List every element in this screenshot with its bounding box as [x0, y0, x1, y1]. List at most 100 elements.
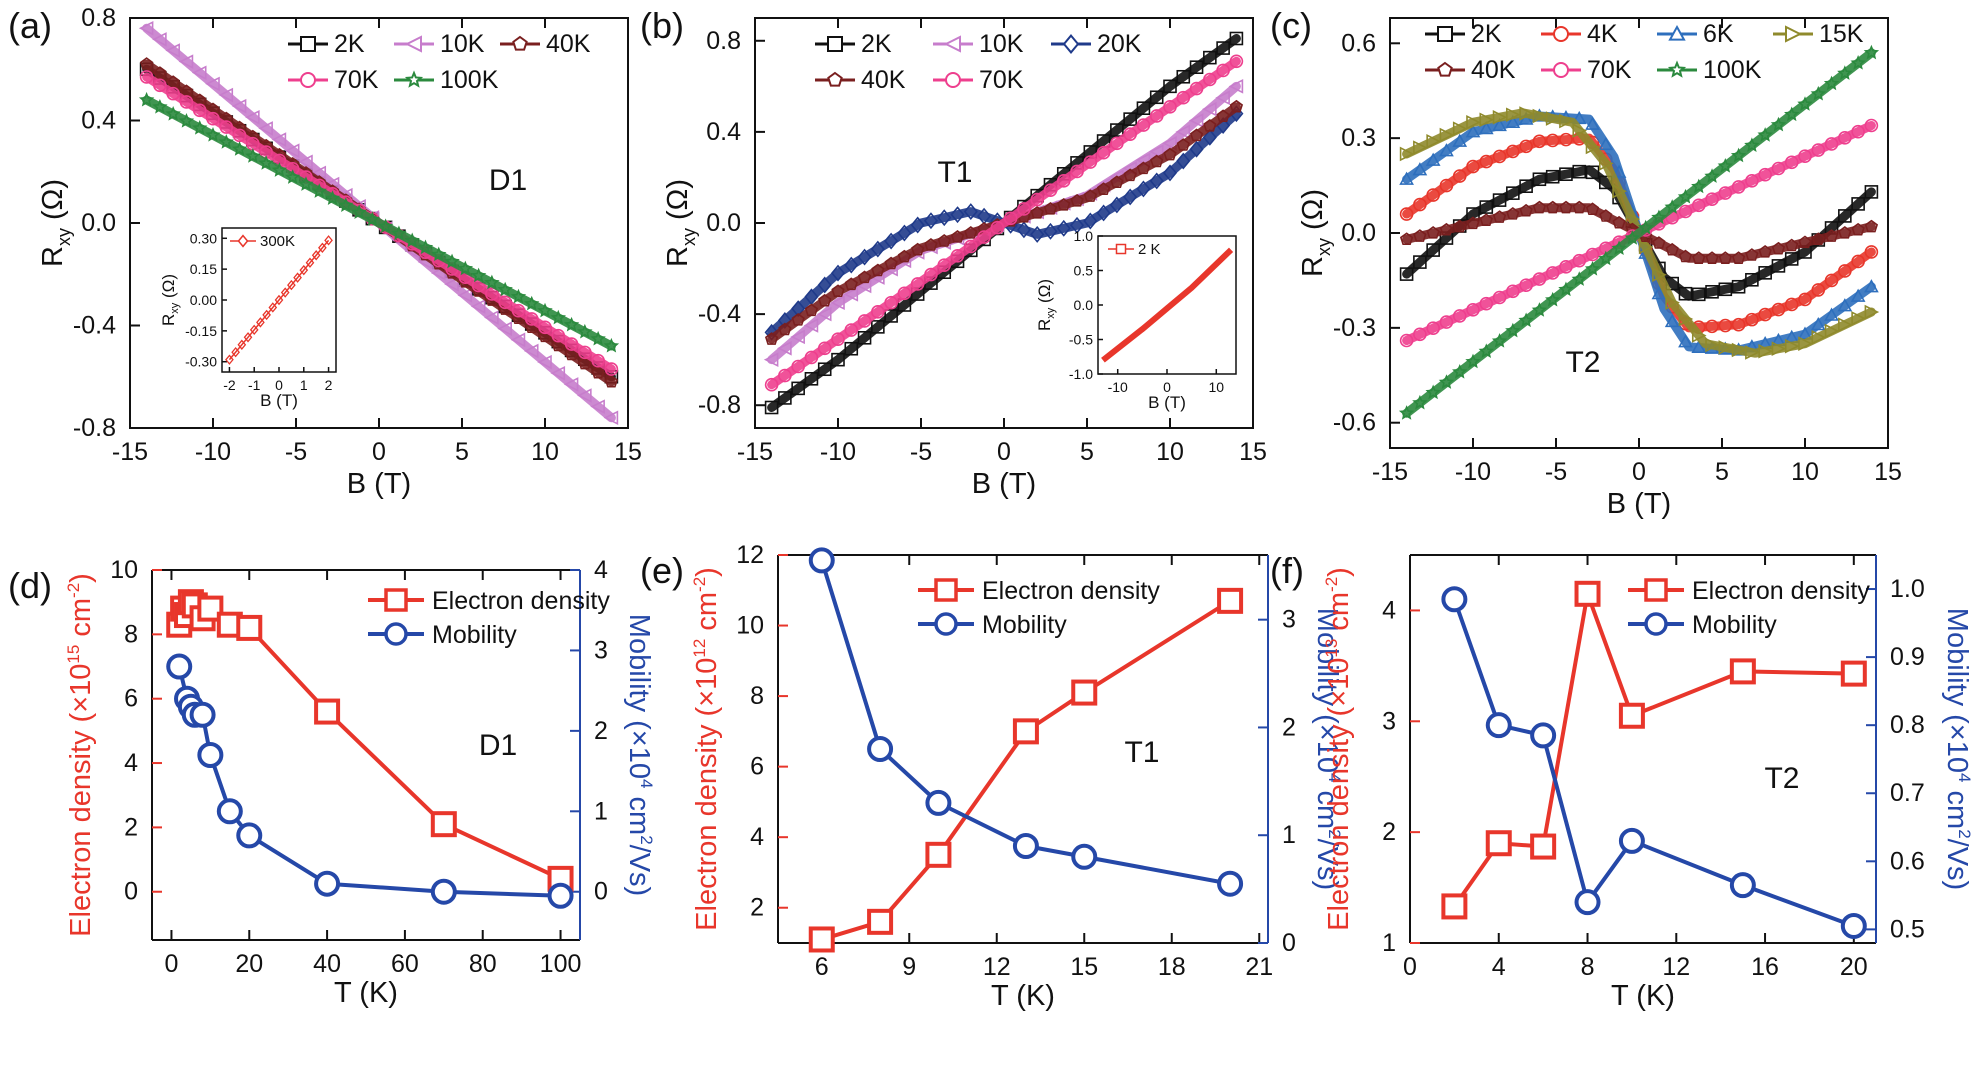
panel-annotation: D1 [479, 729, 517, 762]
data-point [271, 162, 288, 177]
data-point [778, 322, 792, 336]
y-tick-label: 12 [736, 541, 764, 569]
data-point [937, 234, 951, 247]
data-point [591, 353, 605, 368]
inset-y-tick-label: 0.30 [190, 230, 217, 246]
data-point [1478, 343, 1494, 358]
inset-y-tick-label: 0.00 [190, 292, 217, 308]
data-point [578, 345, 592, 360]
data-point [1784, 106, 1800, 122]
data-point [831, 352, 845, 367]
inset-y-tick-label: 0.0 [1074, 297, 1094, 313]
data-point [1731, 180, 1746, 194]
data-point [1485, 830, 1512, 857]
data-point [524, 295, 540, 311]
legend-label: 10K [979, 30, 1024, 58]
y-title-sup: 4 [1325, 773, 1344, 782]
y-tick-label: -0.4 [73, 312, 116, 340]
data-point [1479, 296, 1494, 311]
data-point [924, 238, 938, 251]
data-point [1466, 159, 1480, 174]
data-point [1864, 304, 1880, 320]
y-title-sup: -2 [690, 577, 709, 592]
data-point [790, 329, 805, 345]
data-point [911, 242, 925, 256]
series-line [821, 599, 1232, 942]
data-point [1189, 140, 1204, 158]
inset-data-point [243, 332, 253, 343]
data-point [205, 76, 220, 92]
inset-data-point [249, 324, 259, 336]
series-mobility [808, 547, 1244, 897]
data-point [857, 330, 872, 345]
data-point [1229, 99, 1244, 113]
y-axis-title-left: Electron density (×1015 cm-2) [64, 573, 97, 937]
data-point [551, 328, 566, 343]
data-point [1216, 63, 1230, 78]
data-point [1479, 213, 1493, 227]
legend-item: 100K [394, 66, 499, 94]
x-tick-label: 40 [313, 950, 341, 978]
x-tick-label: 12 [1662, 953, 1690, 981]
data-point [430, 811, 457, 838]
inset-data-point [237, 339, 247, 350]
data-point [777, 340, 792, 356]
data-point [1729, 658, 1756, 685]
panel-a: -15 -10 -5 0 5 10 15-0.8-0.40.00.40.8B (T)Rxy … [8, 4, 642, 500]
data-point [764, 332, 779, 345]
x-tick-label: 18 [1158, 953, 1186, 981]
data-point [808, 547, 835, 574]
data-point [497, 281, 513, 297]
data-point [431, 246, 447, 262]
data-point [1618, 702, 1645, 729]
data-point [1176, 69, 1191, 84]
y-title-part: /Vs) [1311, 839, 1343, 891]
y-title-sup: 2 [1955, 829, 1974, 838]
data-point [364, 211, 381, 227]
data-point [1652, 267, 1667, 283]
legend-label: 40K [1471, 56, 1516, 84]
data-point [1506, 186, 1520, 200]
data-point [1571, 110, 1587, 125]
legend-label: Electron density [982, 577, 1160, 605]
data-point [1136, 161, 1151, 175]
y-title-part: cm [691, 592, 723, 639]
legend-label: Mobility [432, 621, 517, 649]
data-point [1229, 31, 1244, 46]
legend-label: 4K [1587, 20, 1618, 48]
data-point [1572, 123, 1588, 138]
data-point [1070, 164, 1084, 179]
data-point [1485, 712, 1512, 739]
data-point [511, 303, 526, 318]
y-tick-label-right: 4 [594, 556, 608, 584]
y-axis-title-main: R [37, 246, 69, 267]
data-point [791, 313, 805, 326]
data-point [884, 256, 898, 270]
x-tick-label: 100 [540, 950, 582, 978]
data-point [1162, 164, 1178, 182]
data-point [937, 258, 952, 272]
data-point [298, 154, 313, 170]
data-point [1519, 278, 1533, 293]
data-point [1840, 660, 1867, 687]
data-point [1425, 384, 1441, 400]
data-point [1465, 353, 1481, 369]
data-point [298, 176, 314, 191]
data-point [1571, 271, 1587, 286]
y-title-sup: 4 [1955, 773, 1974, 782]
data-point [1505, 322, 1521, 338]
data-point [1838, 209, 1852, 223]
data-point [1175, 124, 1191, 140]
data-point [604, 374, 619, 388]
data-point [791, 381, 805, 396]
data-point [857, 314, 872, 328]
x-tick-label: 4 [1492, 953, 1506, 981]
data-point [1452, 121, 1468, 136]
x-tick-label: 10 [1791, 458, 1819, 486]
data-point [764, 400, 779, 415]
legend-item: 40K [500, 30, 591, 58]
data-point [1096, 204, 1111, 222]
data-point [166, 86, 180, 101]
data-point [867, 736, 894, 762]
data-point [1691, 198, 1706, 213]
